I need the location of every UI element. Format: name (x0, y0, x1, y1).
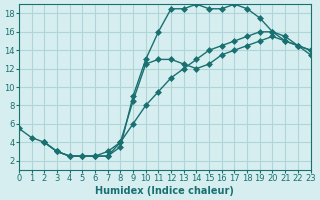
X-axis label: Humidex (Indice chaleur): Humidex (Indice chaleur) (95, 186, 234, 196)
